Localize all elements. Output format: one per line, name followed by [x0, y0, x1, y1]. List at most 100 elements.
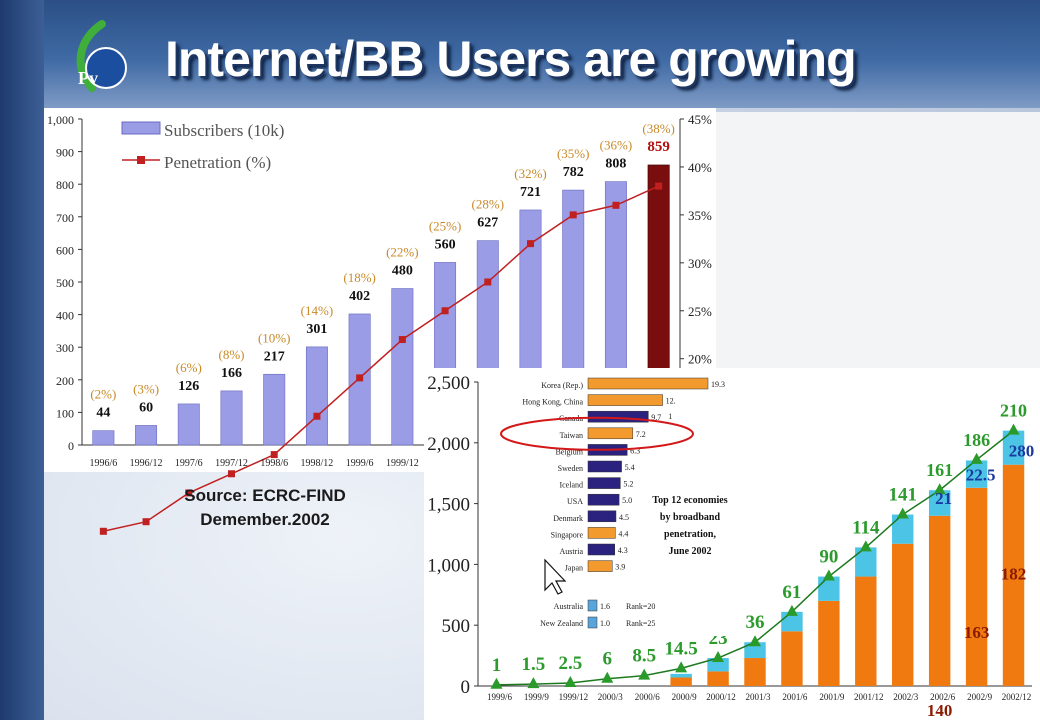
inset-other-rank: Rank=25 [626, 619, 655, 628]
x-tick-label: 1996/12 [130, 458, 163, 469]
header-band [0, 0, 1040, 108]
y-tick-label: 0 [461, 677, 471, 698]
total-marker [490, 677, 503, 689]
inset-category-label: Hong Kong, China [522, 398, 583, 407]
y2-tick-label: 30% [688, 256, 712, 271]
y-tick-label: 800 [56, 178, 74, 192]
total-label: 1.5 [522, 654, 546, 675]
bar-orange [892, 543, 914, 686]
total-label: 1 [492, 655, 502, 676]
x-tick-label: 2002/12 [1002, 692, 1032, 702]
bar-value-label: 44 [96, 406, 110, 421]
penetration-marker [185, 489, 193, 497]
inset-value-label: 19.3 [711, 380, 725, 389]
total-marker [527, 677, 540, 689]
inset-value-label: 5.4 [625, 463, 635, 472]
x-tick-label: 2001/6 [782, 692, 808, 702]
y-tick-label: 500 [56, 276, 74, 290]
bar-cyan [1002, 430, 1025, 465]
inset-other-label: Australia [554, 602, 584, 611]
penetration-label: (8%) [219, 347, 245, 362]
inset-other-label: New Zealand [540, 619, 583, 628]
y2-tick-label: 45% [688, 112, 712, 127]
orange-inner-label: 140 [927, 701, 953, 720]
bar-orange [1002, 464, 1025, 686]
inset-bar [587, 560, 613, 572]
bar-value-label: 721 [520, 185, 541, 200]
y-tick-label: 900 [56, 146, 74, 160]
legend-bar-label: Subscribers (10k) [164, 121, 284, 140]
left-band [0, 0, 44, 720]
bar-value-label: 480 [392, 264, 413, 279]
inset-value-label: 4.4 [618, 529, 628, 538]
x-tick-label: 1998/12 [301, 458, 334, 469]
total-label: 2.5 [558, 653, 582, 674]
inset-category-label: Taiwan [560, 431, 583, 440]
source-note: Source: ECRC-FIND Demember.2002 [120, 484, 410, 532]
total-label: 6 [603, 649, 613, 670]
bar-cyan [892, 514, 914, 544]
y-tick-label: 100 [56, 406, 74, 420]
total-marker [638, 668, 651, 680]
bar-orange [781, 631, 803, 686]
inset-value-label: 9.7 [651, 413, 661, 422]
bar-cyan [928, 490, 951, 516]
y-tick-label: 2,000 [427, 434, 470, 455]
logo-text: Pv [78, 68, 98, 88]
bar-value-label: 627 [477, 216, 498, 231]
bar [220, 390, 243, 446]
legend-line-label: Penetration (%) [164, 153, 271, 172]
penetration-marker [398, 336, 406, 344]
cursor-icon [544, 558, 567, 595]
y2-tick-label: 20% [688, 352, 712, 367]
x-tick-label: 1999/9 [524, 692, 550, 702]
chart-side-panel [716, 112, 1040, 368]
inset-category-label: Iceland [559, 481, 583, 490]
taiwan-highlight-ring [500, 416, 694, 451]
bar-cyan [855, 547, 877, 577]
bar [92, 430, 115, 446]
penetration-label: (18%) [343, 270, 376, 285]
inset-bar [587, 493, 620, 506]
penetration-marker [99, 527, 107, 535]
penetration-marker [655, 182, 663, 190]
y-tick-label: 1,000 [427, 555, 470, 576]
inset-title-line: June 2002 [668, 546, 711, 557]
orange-inner-label: 163 [964, 623, 990, 642]
bar [135, 425, 158, 446]
total-label: 8.5 [632, 646, 656, 667]
y-tick-label: 200 [56, 374, 74, 388]
x-tick-label: 2001/3 [745, 692, 771, 702]
bar [263, 373, 286, 446]
inset-bar [587, 510, 617, 523]
x-tick-label: 2001/9 [819, 692, 845, 702]
penetration-marker [270, 451, 278, 459]
inset-title-line: penetration, [664, 529, 716, 540]
penetration-marker [313, 412, 321, 420]
penetration-label: (28%) [472, 197, 505, 212]
penetration-label: (2%) [90, 387, 116, 402]
bar-orange [928, 515, 951, 686]
bar-orange [818, 600, 840, 686]
total-label: 61 [782, 582, 801, 603]
penetration-marker [612, 201, 620, 209]
y2-tick-label: 35% [688, 208, 712, 223]
total-marker [564, 675, 577, 687]
bar-value-label: 402 [349, 289, 370, 304]
total-marker [675, 661, 688, 673]
penetration-marker [484, 278, 492, 286]
total-label: 210 [1000, 401, 1027, 421]
y-tick-label: 400 [56, 309, 74, 323]
logo-icon: Pv [76, 20, 127, 92]
bar-value-label: 808 [605, 157, 626, 172]
inset-value-label: 4.3 [618, 546, 628, 555]
penetration-label: (25%) [429, 218, 462, 233]
inset-value-label: 5.2 [623, 480, 633, 489]
total-marker [859, 540, 872, 552]
inset-other-value: 1.6 [600, 602, 610, 611]
inset-other-bar [587, 599, 598, 612]
inset-value-label: 12. [666, 397, 676, 406]
total-marker [896, 507, 909, 519]
